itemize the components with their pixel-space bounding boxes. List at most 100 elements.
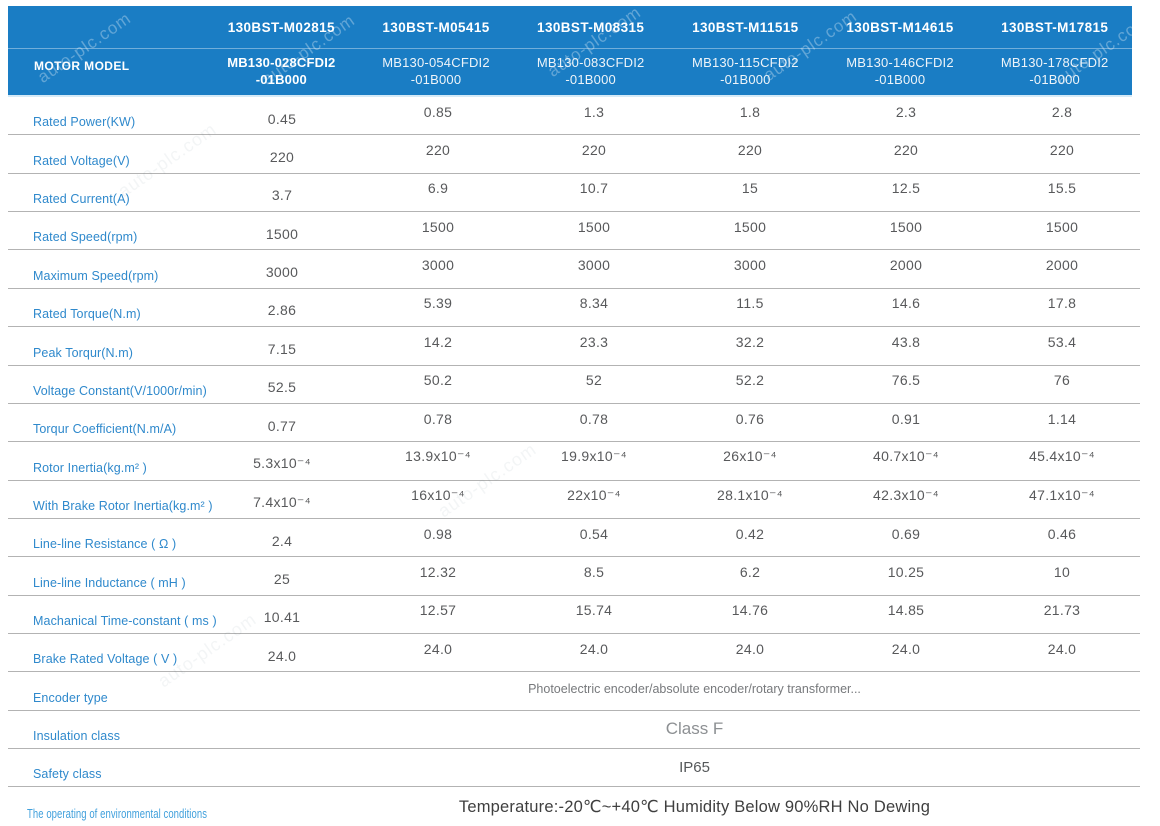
merged-spec-row: Insulation class Class F xyxy=(8,711,1140,750)
spec-value: 3000 xyxy=(265,264,299,281)
spec-row-label: Rotor Inertia(kg.m² ) xyxy=(33,460,147,475)
spec-value: 52.2 xyxy=(735,372,765,389)
spec-row: Line-line Resistance ( Ω ) 2.4 0.98 0.54… xyxy=(8,519,1140,558)
spec-value: 23.3 xyxy=(579,333,609,350)
spec-row: Rotor Inertia(kg.m² ) 5.3x10⁻⁴ 13.9x10⁻⁴… xyxy=(8,442,1140,481)
spec-row-label: Rated Speed(rpm) xyxy=(33,230,138,245)
spec-value: 10 xyxy=(1053,563,1071,580)
spec-value: 220 xyxy=(893,142,919,159)
spec-value: 220 xyxy=(425,142,451,159)
merged-row-label: Insulation class xyxy=(33,729,121,744)
model-part-number: MB130-083CFDI2 -01B000 xyxy=(536,55,645,87)
spec-value: 76.5 xyxy=(891,372,921,389)
spec-value: 1500 xyxy=(733,218,767,235)
spec-value: 15.74 xyxy=(575,602,613,619)
spec-value: 2.4 xyxy=(271,532,293,549)
spec-value: 21.73 xyxy=(1043,602,1081,619)
table-header: MOTOR MODEL 130BST-M02815 MB130-028CFDI2… xyxy=(8,6,1132,97)
spec-value: 2.3 xyxy=(895,103,917,120)
model-series-name: 130BST-M17815 xyxy=(1001,19,1109,35)
spec-row-label: Machanical Time-constant ( ms ) xyxy=(33,614,217,629)
spec-value: 1500 xyxy=(577,218,611,235)
spec-row: Maximum Speed(rpm) 3000 3000 3000 3000 2… xyxy=(8,250,1140,289)
merged-row-value: IP65 xyxy=(679,759,710,777)
spec-value: 7.15 xyxy=(267,340,297,357)
spec-value: 5.39 xyxy=(423,295,453,312)
spec-row: Rated Voltage(V) 220 220 220 220 220 220 xyxy=(8,135,1140,174)
spec-value: 10.7 xyxy=(579,180,609,197)
spec-row: Voltage Constant(V/1000r/min) 52.5 50.2 … xyxy=(8,366,1140,404)
merged-row-label: Safety class xyxy=(33,767,102,782)
spec-value: 53.4 xyxy=(1047,333,1077,350)
spec-value: 2000 xyxy=(1045,257,1079,274)
spec-value: 1.8 xyxy=(739,103,761,120)
spec-value: 14.6 xyxy=(891,295,921,312)
spec-value: 0.98 xyxy=(423,525,453,542)
table-body: Rated Power(KW) 0.45 0.85 1.3 1.8 2.3 2.… xyxy=(8,97,1140,826)
spec-value: 0.42 xyxy=(735,525,765,542)
spec-row-label: Torqur Coefficient(N.m/A) xyxy=(33,422,177,437)
spec-value: 12.57 xyxy=(419,602,457,619)
spec-row: Line-line Inductance ( mH ) 25 12.32 8.5… xyxy=(8,557,1140,596)
spec-value: 0.45 xyxy=(267,110,297,127)
spec-row-label: Rated Current(A) xyxy=(33,192,130,207)
spec-value: 0.91 xyxy=(891,410,921,427)
spec-value: 1500 xyxy=(889,218,923,235)
spec-value: 24.0 xyxy=(1047,640,1077,657)
spec-row-label: Rated Voltage(V) xyxy=(33,153,130,168)
spec-value: 0.78 xyxy=(579,410,609,427)
spec-value: 26x10⁻⁴ xyxy=(723,448,777,465)
spec-value: 42.3x10⁻⁴ xyxy=(873,486,939,503)
spec-row: Rated Power(KW) 0.45 0.85 1.3 1.8 2.3 2.… xyxy=(8,97,1140,136)
spec-value: 45.4x10⁻⁴ xyxy=(1029,448,1095,465)
spec-value: 7.4x10⁻⁴ xyxy=(253,493,311,510)
spec-value: 0.69 xyxy=(891,525,921,542)
spec-value: 2.86 xyxy=(267,302,297,319)
merged-spec-row: The operating of environmental condition… xyxy=(8,787,1140,825)
spec-value: 3000 xyxy=(733,257,767,274)
spec-value: 17.8 xyxy=(1047,295,1077,312)
spec-value: 220 xyxy=(269,149,295,166)
spec-value: 5.3x10⁻⁴ xyxy=(253,455,311,472)
model-part-number: MB130-115CFDI2 -01B000 xyxy=(692,55,799,87)
spec-value: 52.5 xyxy=(267,379,297,396)
spec-row: Rated Torque(N.m) 2.86 5.39 8.34 11.5 14… xyxy=(8,289,1140,328)
spec-value: 14.76 xyxy=(731,602,769,619)
merged-row-value: Temperature:-20℃~+40℃ Humidity Below 90%… xyxy=(458,797,931,816)
spec-value: 14.2 xyxy=(423,333,453,350)
spec-value: 76 xyxy=(1053,372,1071,389)
spec-value: 220 xyxy=(581,142,607,159)
merged-row-value: Photoelectric encoder/absolute encoder/r… xyxy=(528,682,861,697)
spec-row-label: Brake Rated Voltage ( V ) xyxy=(33,652,178,667)
merged-row-value: Class F xyxy=(665,719,724,739)
model-series-name: 130BST-M11515 xyxy=(692,19,799,35)
spec-value: 11.5 xyxy=(736,295,764,312)
spec-value: 220 xyxy=(737,142,763,159)
spec-row: Brake Rated Voltage ( V ) 24.0 24.0 24.0… xyxy=(8,634,1140,673)
merged-row-label: Encoder type xyxy=(33,690,108,705)
spec-value: 2000 xyxy=(889,257,923,274)
spec-value: 0.46 xyxy=(1047,525,1077,542)
spec-value: 13.9x10⁻⁴ xyxy=(405,448,471,465)
model-column-header: 130BST-M02815 MB130-028CFDI2 -01B000 xyxy=(204,6,359,95)
merged-spec-row: Encoder type Photoelectric encoder/absol… xyxy=(8,672,1140,711)
spec-value: 8.5 xyxy=(583,563,605,580)
spec-value: 1500 xyxy=(421,218,455,235)
model-part-number: MB130-028CFDI2 -01B000 xyxy=(227,55,336,87)
spec-value: 24.0 xyxy=(267,647,297,664)
spec-value: 3000 xyxy=(421,257,455,274)
header-divider xyxy=(8,48,1132,49)
model-series-name: 130BST-M05415 xyxy=(382,19,490,35)
spec-value: 3.7 xyxy=(271,187,293,204)
model-column-header: 130BST-M17815 MB130-178CFDI2 -01B000 xyxy=(977,6,1132,95)
model-series-name: 130BST-M02815 xyxy=(227,19,335,35)
spec-row: Peak Torqur(N.m) 7.15 14.2 23.3 32.2 43.… xyxy=(8,327,1140,366)
spec-row: Machanical Time-constant ( ms ) 10.41 12… xyxy=(8,596,1140,635)
spec-row-label: Maximum Speed(rpm) xyxy=(33,268,159,283)
spec-row-label: Line-line Inductance ( mH ) xyxy=(33,575,186,590)
spec-value: 22x10⁻⁴ xyxy=(567,486,621,503)
spec-row-label: Peak Torqur(N.m) xyxy=(33,345,134,360)
spec-row: Torqur Coefficient(N.m/A) 0.77 0.78 0.78… xyxy=(8,404,1140,443)
spec-value: 0.77 xyxy=(267,417,297,434)
spec-value: 24.0 xyxy=(579,640,609,657)
